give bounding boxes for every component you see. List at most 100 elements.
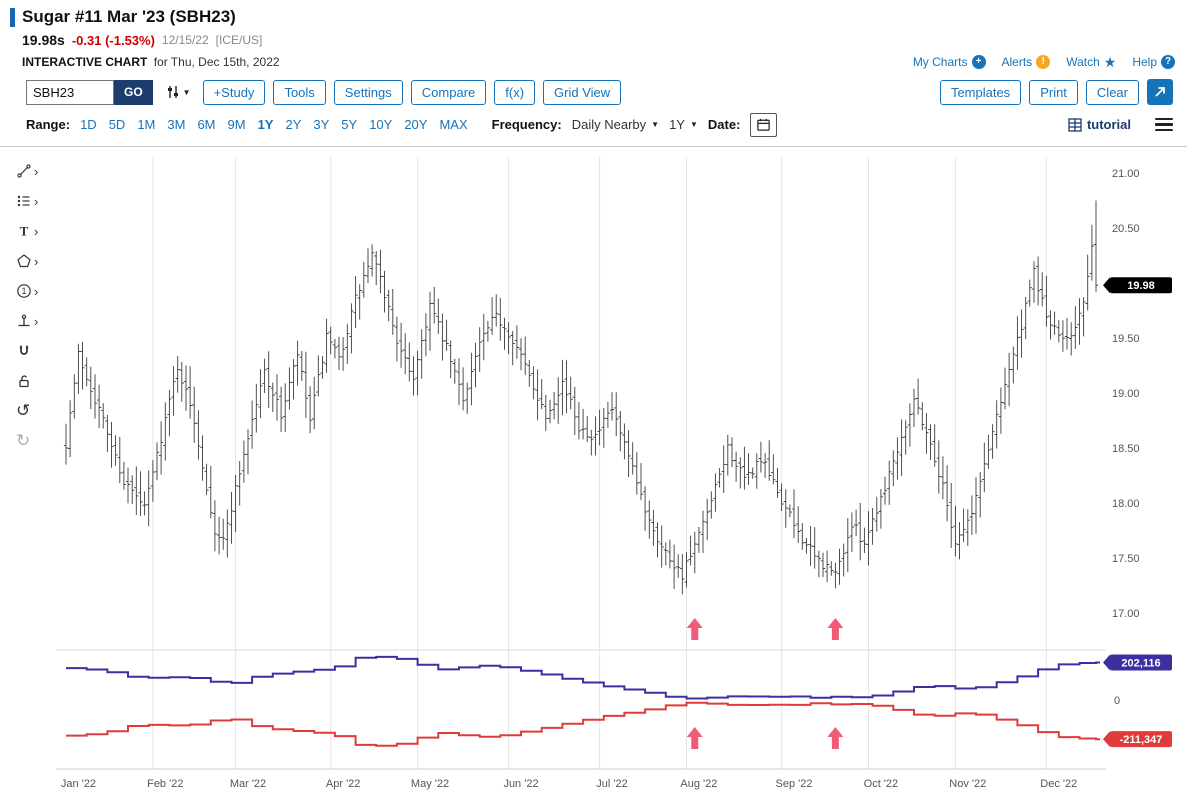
- alert-circle-icon: !: [1036, 55, 1051, 69]
- f-x-button[interactable]: f(x): [494, 79, 536, 105]
- watch-link[interactable]: Watch ★: [1066, 54, 1116, 71]
- range-2y[interactable]: 2Y: [285, 117, 302, 132]
- number-marker-tool[interactable]: 1 ›: [16, 281, 56, 301]
- svg-text:17.50: 17.50: [1112, 553, 1140, 565]
- my-charts-link[interactable]: My Charts +: [913, 55, 986, 69]
- up-arrow-annotation: [827, 618, 844, 640]
- last-price: 19.98s: [22, 32, 65, 48]
- levels-tool-icon: [18, 314, 30, 327]
- trendline-tool-icon: [17, 164, 31, 178]
- unlock-tool[interactable]: [16, 371, 56, 391]
- trendline-tool[interactable]: ›: [16, 161, 56, 181]
- period-select[interactable]: 1Y ▼: [669, 117, 698, 132]
- symbol-input[interactable]: [26, 79, 114, 105]
- settings-button[interactable]: Settings: [333, 79, 403, 105]
- redo-button-icon: ↻: [16, 431, 31, 450]
- plus-circle-icon: +: [971, 55, 986, 69]
- chevron-right-icon: ›: [34, 253, 39, 269]
- svg-text:21.00: 21.00: [1112, 168, 1140, 180]
- arrow-annotations[interactable]: [686, 618, 844, 749]
- svg-text:Jun '22: Jun '22: [503, 778, 538, 790]
- chevron-right-icon: ›: [34, 223, 39, 239]
- magnet-tool[interactable]: [16, 341, 56, 361]
- range-6m[interactable]: 6M: [197, 117, 216, 132]
- levels-tool[interactable]: ›: [16, 311, 56, 331]
- compare-button[interactable]: Compare: [410, 79, 487, 105]
- go-button[interactable]: GO: [114, 79, 153, 105]
- chart-settings-icon: [167, 86, 178, 98]
- range-1m[interactable]: 1M: [137, 117, 156, 132]
- star-icon: ★: [1103, 53, 1117, 70]
- grid-view-button[interactable]: Grid View: [543, 79, 622, 105]
- help-link[interactable]: Help?: [1132, 55, 1175, 69]
- last-price-pill: 19.98: [1103, 277, 1172, 294]
- y-axis: 21.0020.5020.0019.5019.0018.5018.0017.50…: [1112, 168, 1140, 707]
- undo-button[interactable]: ↺: [16, 401, 56, 421]
- drawing-tools-sidebar: › › T › › 1 › › ↺ ↻: [0, 147, 56, 799]
- date-label: Date:: [707, 117, 741, 132]
- date-picker-button[interactable]: [750, 112, 778, 137]
- quote-date: 12/15/22: [161, 33, 209, 47]
- range-max[interactable]: MAX: [439, 117, 468, 132]
- alerts-link[interactable]: Alerts!: [1002, 55, 1051, 69]
- price-chart[interactable]: 21.0020.5020.0019.5019.0018.5018.0017.50…: [56, 147, 1187, 799]
- templates-button[interactable]: Templates: [939, 79, 1022, 105]
- frequency-select[interactable]: Daily Nearby ▼: [572, 117, 659, 132]
- range-1y[interactable]: 1Y: [257, 117, 274, 132]
- text-tool[interactable]: T ›: [16, 221, 56, 241]
- number-marker-tool-icon: 1: [17, 284, 31, 298]
- study-button[interactable]: +Study: [202, 79, 266, 105]
- frequency-label: Frequency:: [491, 117, 562, 132]
- annotation-tool[interactable]: ›: [16, 191, 56, 211]
- menu-icon[interactable]: [1155, 117, 1173, 132]
- month-gridlines: [152, 157, 1047, 769]
- print-button[interactable]: Print: [1029, 79, 1078, 105]
- svg-text:Dec '22: Dec '22: [1040, 778, 1077, 790]
- range-1d[interactable]: 1D: [80, 117, 97, 132]
- expand-chart-button[interactable]: [1147, 79, 1173, 105]
- tutorial-link[interactable]: tutorial: [1068, 117, 1131, 132]
- svg-text:17.00: 17.00: [1112, 608, 1140, 620]
- up-arrow-annotation: [686, 618, 703, 640]
- magnet-tool-icon: [19, 345, 29, 355]
- indicator-zero-label: 0: [1114, 695, 1120, 707]
- svg-text:Oct '22: Oct '22: [864, 778, 899, 790]
- tools-button[interactable]: Tools: [273, 79, 326, 105]
- svg-text:Feb '22: Feb '22: [147, 778, 183, 790]
- svg-text:18.00: 18.00: [1112, 498, 1140, 510]
- help-circle-icon: ?: [1161, 55, 1175, 69]
- chevron-down-icon: ▼: [651, 120, 660, 129]
- chevron-down-icon: ▼: [182, 87, 191, 97]
- tutorial-label: tutorial: [1086, 117, 1131, 132]
- calendar-icon: [757, 118, 771, 131]
- range-5d[interactable]: 5D: [108, 117, 126, 132]
- svg-text:202,116: 202,116: [1121, 658, 1160, 670]
- range-10y[interactable]: 10Y: [369, 117, 393, 132]
- watch-label: Watch: [1066, 55, 1100, 69]
- header-links: My Charts + Alerts! Watch ★ Help?: [913, 54, 1175, 71]
- svg-text:1: 1: [21, 286, 26, 296]
- x-axis-labels: Jan '22 Feb '22 Mar '22 Apr '22 May '22 Jun '…: [61, 778, 1077, 790]
- clear-button[interactable]: Clear: [1085, 79, 1139, 105]
- range-9m[interactable]: 9M: [227, 117, 246, 132]
- indicator-lines: [66, 655, 1100, 747]
- range-20y[interactable]: 20Y: [404, 117, 428, 132]
- shapes-tool-icon: [17, 254, 31, 268]
- redo-button[interactable]: ↻: [16, 431, 56, 451]
- shapes-tool[interactable]: ›: [16, 251, 56, 271]
- up-arrow-annotation: [827, 727, 844, 749]
- net-position-short-line: [66, 701, 1100, 747]
- range-label: Range:: [26, 117, 71, 132]
- svg-text:May '22: May '22: [411, 778, 449, 790]
- svg-text:19.50: 19.50: [1112, 333, 1140, 345]
- indicator-short-pill: -211,347: [1103, 731, 1172, 748]
- price-change: -0.31 (-1.53%): [71, 32, 155, 48]
- chart-type-selector[interactable]: ▼: [165, 84, 191, 100]
- range-5y[interactable]: 5Y: [341, 117, 358, 132]
- range-3y[interactable]: 3Y: [313, 117, 330, 132]
- svg-text:18.50: 18.50: [1112, 443, 1140, 455]
- chevron-right-icon: ›: [34, 283, 39, 299]
- range-3m[interactable]: 3M: [167, 117, 186, 132]
- chevron-right-icon: ›: [34, 163, 39, 179]
- help-label: Help: [1132, 55, 1157, 69]
